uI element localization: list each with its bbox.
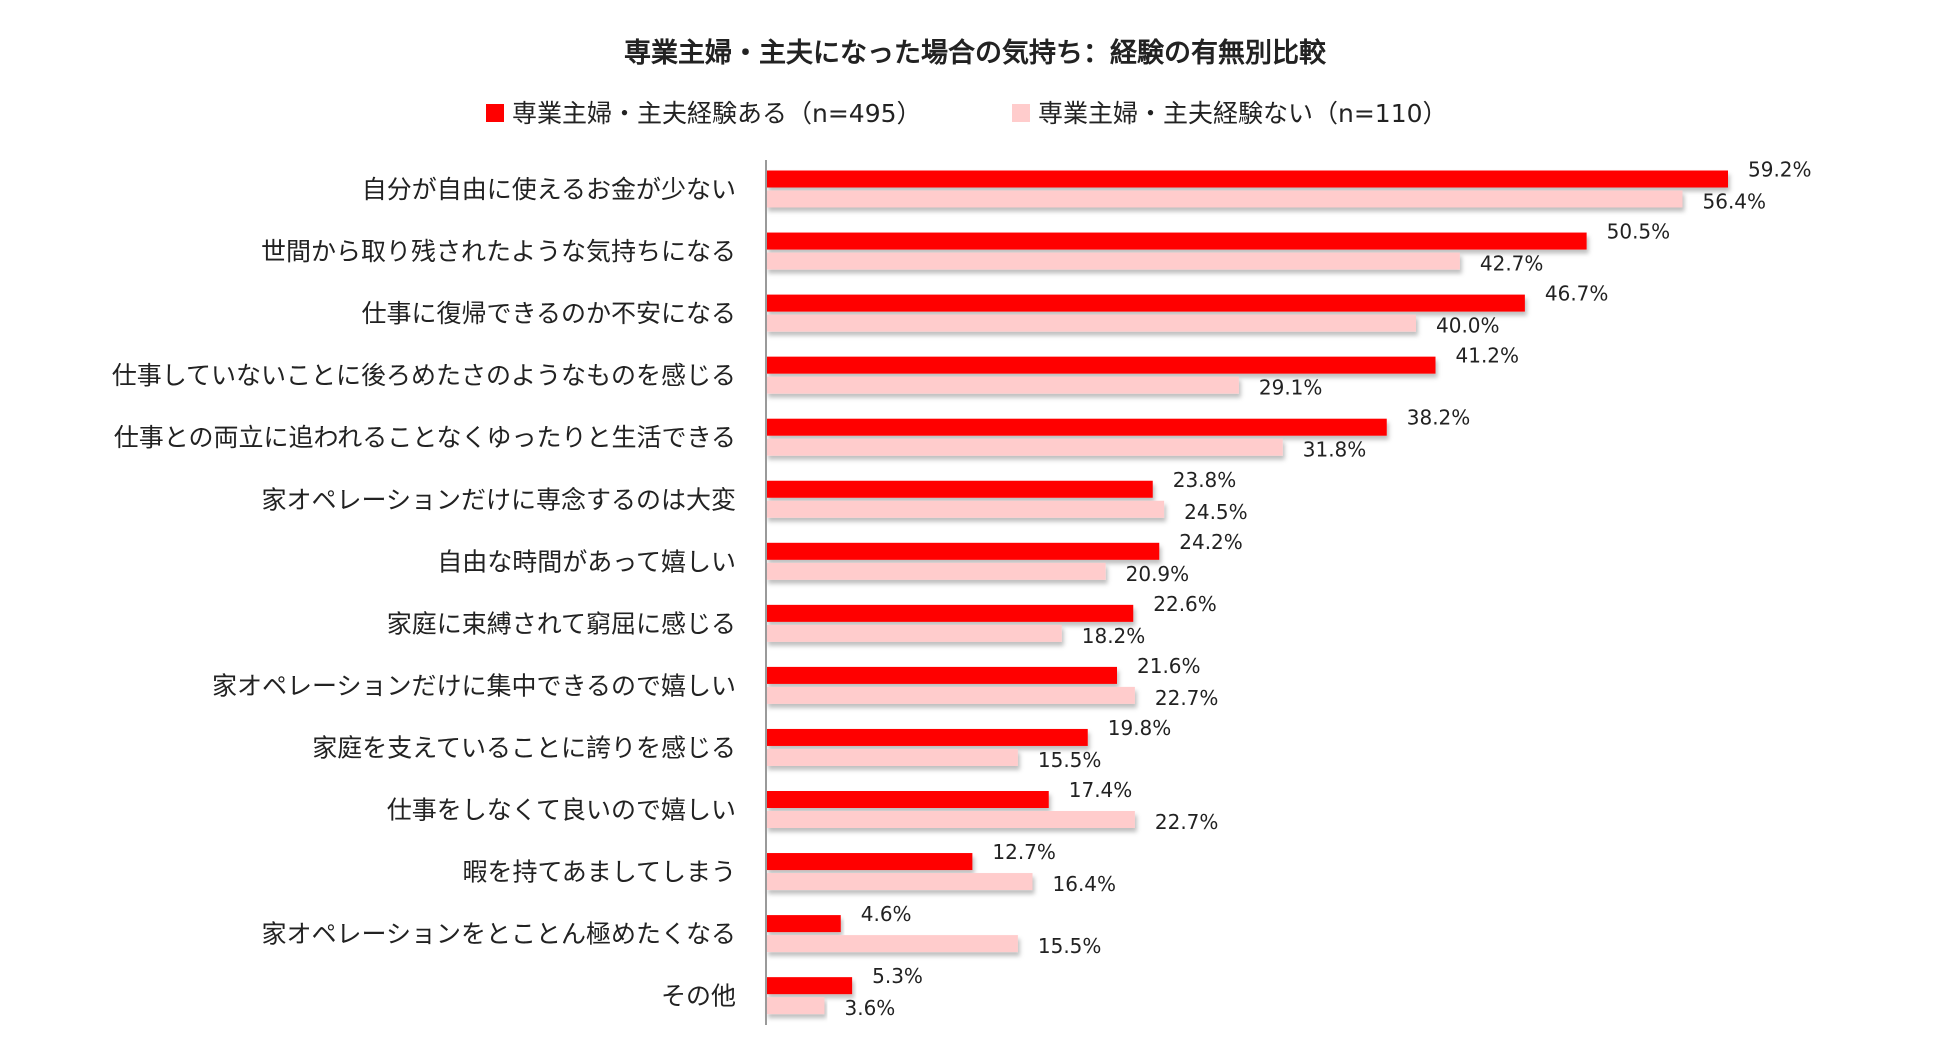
bar-series-2 (766, 376, 1239, 394)
bar-series-2 (766, 500, 1165, 518)
data-label-series-1: 23.8% (1173, 468, 1237, 492)
category-label: 仕事をしなくて良いので嬉しい (387, 796, 736, 825)
bar-series-2 (766, 748, 1018, 766)
bar-series-1 (766, 728, 1088, 746)
legend: 専業主婦・主夫経験ある（n=495） 専業主婦・主夫経験ない（n=110） (486, 99, 1448, 128)
data-label-series-1: 19.8% (1108, 716, 1172, 740)
legend-swatch-1 (486, 104, 504, 122)
category-label: 家オペレーションだけに集中できるので嬉しい (212, 671, 736, 700)
data-label-series-1: 46.7% (1545, 282, 1609, 306)
category-label: 家庭を支えていることに誇りを感じる (312, 733, 736, 762)
data-label-series-2: 31.8% (1303, 438, 1367, 462)
category-label: 仕事していないことに後ろめたさのようなものを感じる (112, 361, 736, 390)
bar-series-2 (766, 314, 1416, 332)
data-label-series-2: 18.2% (1082, 624, 1146, 648)
bar-series-1 (766, 604, 1134, 622)
category-labels: 自分が自由に使えるお金が少ない世間から取り残されたような気持ちになる仕事に復帰で… (112, 175, 736, 1011)
data-label-series-2: 22.7% (1155, 810, 1219, 834)
category-label: 家オペレーションをとことん極めたくなる (261, 920, 736, 949)
data-label-series-2: 40.0% (1436, 314, 1500, 338)
chart-title: 専業主婦・主夫になった場合の気持ち：経験の有無別比較 (624, 37, 1327, 69)
data-label-series-2: 24.5% (1184, 500, 1248, 524)
category-label: 暇を持てあましてしまう (462, 858, 736, 887)
bars-group: 59.2% 56.4% 50.5% 42.7%46.7% 40.0% 41.2% 29.1%… (766, 158, 1812, 1020)
data-label-series-2: 42.7% (1480, 252, 1544, 276)
bar-series-1 (766, 170, 1728, 188)
bar-series-2 (766, 686, 1135, 704)
data-label-series-1: 4.6% (861, 902, 912, 926)
data-label-series-2: 15.5% (1038, 748, 1102, 772)
bar-series-2 (766, 624, 1062, 642)
category-label: 家オペレーションだけに専念するのは大変 (261, 485, 736, 514)
bar-series-1 (766, 666, 1117, 684)
bar-series-2 (766, 190, 1683, 208)
category-label: 仕事との両立に追われることなくゆったりと生活できる (114, 423, 736, 452)
bar-series-1 (766, 853, 973, 871)
data-label-series-1: 38.2% (1407, 406, 1471, 430)
bar-series-2 (766, 997, 825, 1015)
bar-series-2 (766, 873, 1033, 891)
category-label: 自由な時間があって嬉しい (437, 547, 736, 576)
bar-series-2 (766, 562, 1106, 580)
data-label-series-1: 12.7% (992, 840, 1056, 864)
data-label-series-1: 41.2% (1456, 344, 1520, 368)
bar-series-1 (766, 977, 853, 995)
bar-series-2 (766, 935, 1018, 953)
category-label: 世間から取り残されたような気持ちになる (261, 237, 736, 266)
data-label-series-1: 21.6% (1137, 654, 1201, 678)
data-label-series-2: 22.7% (1155, 686, 1219, 710)
data-label-series-1: 50.5% (1607, 220, 1671, 244)
bar-series-2 (766, 811, 1135, 828)
bar-series-1 (766, 480, 1153, 498)
legend-swatch-2 (1012, 104, 1030, 122)
data-label-series-2: 56.4% (1703, 190, 1767, 214)
category-label: その他 (661, 982, 736, 1011)
data-label-series-1: 17.4% (1069, 778, 1133, 802)
data-label-series-1: 24.2% (1179, 530, 1243, 554)
data-label-series-2: 15.5% (1038, 934, 1102, 958)
bar-series-1 (766, 915, 841, 933)
category-label: 仕事に復帰できるのか不安になる (361, 299, 736, 328)
data-label-series-1: 22.6% (1153, 592, 1217, 616)
bar-series-1 (766, 542, 1160, 560)
data-label-series-2: 20.9% (1126, 562, 1190, 586)
bar-series-1 (766, 356, 1436, 374)
legend-label-2: 専業主婦・主夫経験ない（n=110） (1038, 99, 1448, 128)
bar-series-1 (766, 791, 1049, 808)
data-label-series-2: 16.4% (1053, 872, 1117, 896)
data-label-series-1: 59.2% (1748, 158, 1812, 182)
category-label: 家庭に束縛されて窮屈に感じる (387, 609, 736, 638)
bar-series-2 (766, 438, 1283, 456)
data-label-series-2: 29.1% (1259, 376, 1323, 400)
bar-series-2 (766, 252, 1460, 270)
data-label-series-1: 5.3% (872, 964, 923, 988)
category-label: 自分が自由に使えるお金が少ない (362, 175, 736, 204)
bar-series-1 (766, 232, 1587, 250)
legend-label-1: 専業主婦・主夫経験ある（n=495） (512, 99, 922, 128)
data-label-series-2: 3.6% (845, 996, 896, 1020)
bar-series-1 (766, 294, 1525, 312)
bar-series-1 (766, 418, 1387, 436)
